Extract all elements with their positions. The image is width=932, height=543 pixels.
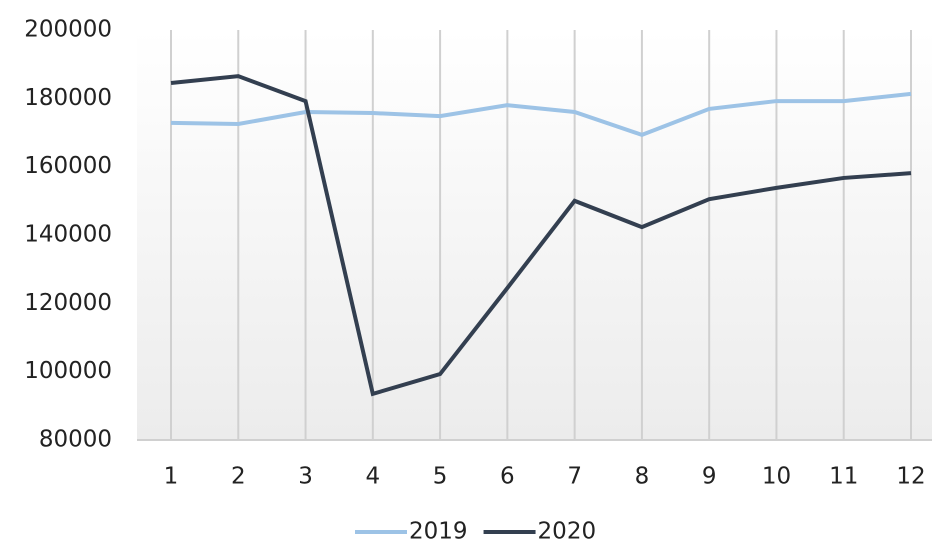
- x-tick-label: 9: [702, 464, 717, 490]
- x-tick-label: 10: [762, 464, 791, 490]
- x-tick-label: 11: [829, 464, 858, 490]
- x-tick-label: 5: [433, 464, 448, 490]
- y-tick-label: 80000: [39, 427, 112, 453]
- y-tick-label: 200000: [24, 17, 112, 43]
- x-tick-label: 8: [635, 464, 650, 490]
- plot-area: [137, 30, 932, 440]
- y-tick-label: 140000: [24, 222, 112, 248]
- legend-label: 2020: [538, 519, 597, 543]
- x-tick-label: 7: [567, 464, 582, 490]
- x-tick-label: 1: [164, 464, 179, 490]
- y-tick-label: 100000: [24, 358, 112, 384]
- y-tick-label: 180000: [24, 85, 112, 111]
- legend-label: 2019: [409, 519, 468, 543]
- x-tick-label: 12: [896, 464, 925, 490]
- x-tick-label: 4: [365, 464, 380, 490]
- series-line: [170, 74, 912, 397]
- y-tick-label: 160000: [24, 153, 112, 179]
- series-line: [170, 91, 912, 138]
- x-tick-label: 2: [231, 464, 246, 490]
- x-tick-label: 6: [500, 464, 515, 490]
- y-tick-label: 120000: [24, 290, 112, 316]
- x-tick-label: 3: [298, 464, 313, 490]
